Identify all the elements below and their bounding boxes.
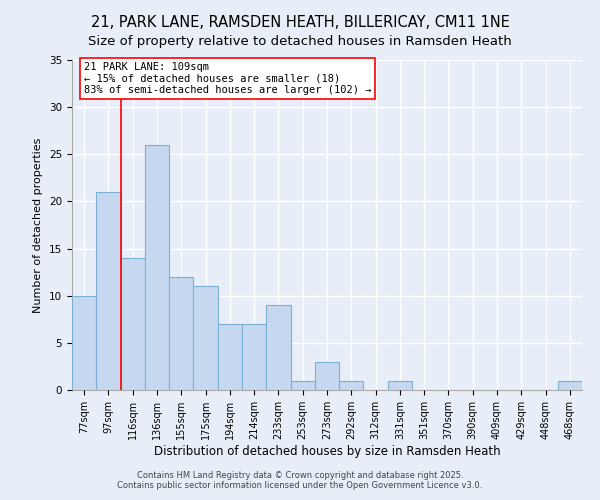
Bar: [339, 380, 364, 390]
Bar: [72, 296, 96, 390]
Bar: [558, 380, 582, 390]
Text: 21, PARK LANE, RAMSDEN HEATH, BILLERICAY, CM11 1NE: 21, PARK LANE, RAMSDEN HEATH, BILLERICAY…: [91, 15, 509, 30]
Bar: [388, 380, 412, 390]
Text: Size of property relative to detached houses in Ramsden Heath: Size of property relative to detached ho…: [88, 35, 512, 48]
Bar: [96, 192, 121, 390]
Text: 21 PARK LANE: 109sqm
← 15% of detached houses are smaller (18)
83% of semi-detac: 21 PARK LANE: 109sqm ← 15% of detached h…: [84, 62, 371, 95]
Text: Contains HM Land Registry data © Crown copyright and database right 2025.
Contai: Contains HM Land Registry data © Crown c…: [118, 470, 482, 490]
X-axis label: Distribution of detached houses by size in Ramsden Heath: Distribution of detached houses by size …: [154, 444, 500, 458]
Bar: [145, 145, 169, 390]
Bar: [290, 380, 315, 390]
Bar: [169, 277, 193, 390]
Bar: [266, 305, 290, 390]
Bar: [218, 324, 242, 390]
Bar: [121, 258, 145, 390]
Bar: [242, 324, 266, 390]
Y-axis label: Number of detached properties: Number of detached properties: [34, 138, 43, 312]
Bar: [193, 286, 218, 390]
Bar: [315, 362, 339, 390]
